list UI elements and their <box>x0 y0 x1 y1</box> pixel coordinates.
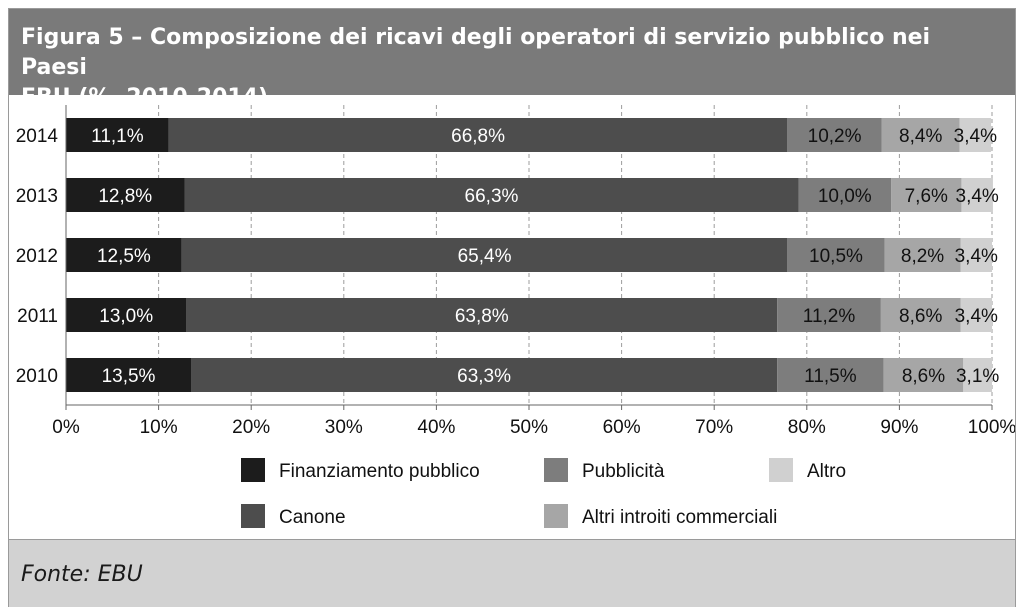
data-label: 65,4% <box>458 246 512 267</box>
data-label: 3,4% <box>954 126 997 147</box>
x-tick-label: 90% <box>880 417 918 438</box>
data-label: 8,6% <box>902 366 945 387</box>
data-label: 63,3% <box>457 366 511 387</box>
data-label: 8,6% <box>899 306 942 327</box>
data-label: 10,2% <box>808 126 862 147</box>
data-label: 12,8% <box>98 186 152 207</box>
data-label: 10,0% <box>818 186 872 207</box>
data-label: 13,0% <box>99 306 153 327</box>
legend-label: Altro <box>807 461 846 482</box>
legend-layer: Finanziamento pubblico Pubblicità Altro Can… <box>241 458 846 528</box>
data-label: 66,8% <box>451 126 505 147</box>
bar-segment <box>777 298 881 332</box>
bar-segment <box>959 118 992 152</box>
x-tick-label: 100% <box>968 417 1015 438</box>
data-label: 11,2% <box>803 306 856 327</box>
legend-label: Canone <box>279 507 346 528</box>
x-tick-label: 20% <box>232 417 270 438</box>
bar-segment <box>168 118 788 152</box>
bar-segment <box>787 238 885 272</box>
bar-segment <box>184 178 799 212</box>
legend-swatch <box>241 504 265 528</box>
x-tick-label: 80% <box>788 417 826 438</box>
bar-segment <box>883 358 964 392</box>
legend-label: Pubblicità <box>582 461 665 482</box>
x-tick-label: 60% <box>603 417 641 438</box>
bar-segment <box>66 238 182 272</box>
legend-swatch <box>769 458 793 482</box>
bar-segment <box>960 298 992 332</box>
bar-segment <box>66 358 192 392</box>
y-category-label: 2010 <box>16 366 58 387</box>
x-tick-label: 30% <box>325 417 363 438</box>
bar-segment <box>891 178 962 212</box>
data-label: 7,6% <box>905 186 948 207</box>
bar-segment <box>186 298 778 332</box>
bars-layer: 11,1% 66,8% 10,2% 8,4% 3,4% 12,8% 66,3% 10,0% 7,… <box>66 118 999 392</box>
bar-segment <box>787 118 882 152</box>
x-tick-label: 40% <box>417 417 455 438</box>
bar-segment <box>961 178 993 212</box>
bar-segment <box>880 298 961 332</box>
legend-swatch <box>544 504 568 528</box>
data-label: 63,8% <box>455 306 509 327</box>
y-category-label: 2013 <box>16 186 58 207</box>
data-label: 8,4% <box>899 126 942 147</box>
data-label: 13,5% <box>102 366 156 387</box>
data-label: 11,5% <box>804 366 857 387</box>
data-label: 11,1% <box>91 126 144 147</box>
bar-segment <box>960 238 992 272</box>
bar-segment <box>884 238 961 272</box>
figure-footer: Fonte: EBU <box>9 539 1015 607</box>
source-note: Fonte: EBU <box>21 562 143 587</box>
bar-segment <box>963 358 992 392</box>
bar-segment <box>777 358 884 392</box>
legend-swatch <box>544 458 568 482</box>
data-label: 10,5% <box>809 246 863 267</box>
figure-frame: Figura 5 – Composizione dei ricavi degli… <box>8 8 1016 607</box>
stacked-bar-chart: 11,1% 66,8% 10,2% 8,4% 3,4% 12,8% 66,3% 10,0% 7,… <box>16 105 1016 528</box>
x-tick-label: 0% <box>52 417 80 438</box>
data-label: 66,3% <box>465 186 519 207</box>
data-label: 3,4% <box>955 306 998 327</box>
data-label: 3,1% <box>956 366 999 387</box>
data-label: 3,4% <box>956 186 999 207</box>
data-label: 8,2% <box>901 246 944 267</box>
bar-segment <box>191 358 778 392</box>
data-label: 12,5% <box>97 246 151 267</box>
figure-title-line1: Figura 5 – Composizione dei ricavi degli… <box>21 25 931 80</box>
bar-segment <box>798 178 892 212</box>
bar-segment <box>181 238 788 272</box>
data-label: 3,4% <box>955 246 998 267</box>
y-category-label: 2011 <box>17 306 58 327</box>
x-tick-label: 70% <box>695 417 733 438</box>
chart-area: 11,1% 66,8% 10,2% 8,4% 3,4% 12,8% 66,3% 10,0% 7,… <box>9 95 1016 539</box>
y-category-label: 2014 <box>16 126 59 147</box>
bar-segment <box>66 178 185 212</box>
bar-segment <box>66 118 169 152</box>
figure-header: Figura 5 – Composizione dei ricavi degli… <box>9 9 1015 110</box>
y-category-label: 2012 <box>16 246 58 267</box>
bar-segment <box>66 298 187 332</box>
bar-segment <box>881 118 960 152</box>
legend-label: Finanziamento pubblico <box>279 461 480 482</box>
x-tick-label: 10% <box>140 417 178 438</box>
legend-swatch <box>241 458 265 482</box>
axis-layer: 0% 10% 20% 30% 40% 50% 60% 70% 80% 90% 100% 2014 201… <box>16 105 1016 438</box>
x-tick-label: 50% <box>510 417 548 438</box>
legend-label: Altri introiti commerciali <box>582 507 777 528</box>
